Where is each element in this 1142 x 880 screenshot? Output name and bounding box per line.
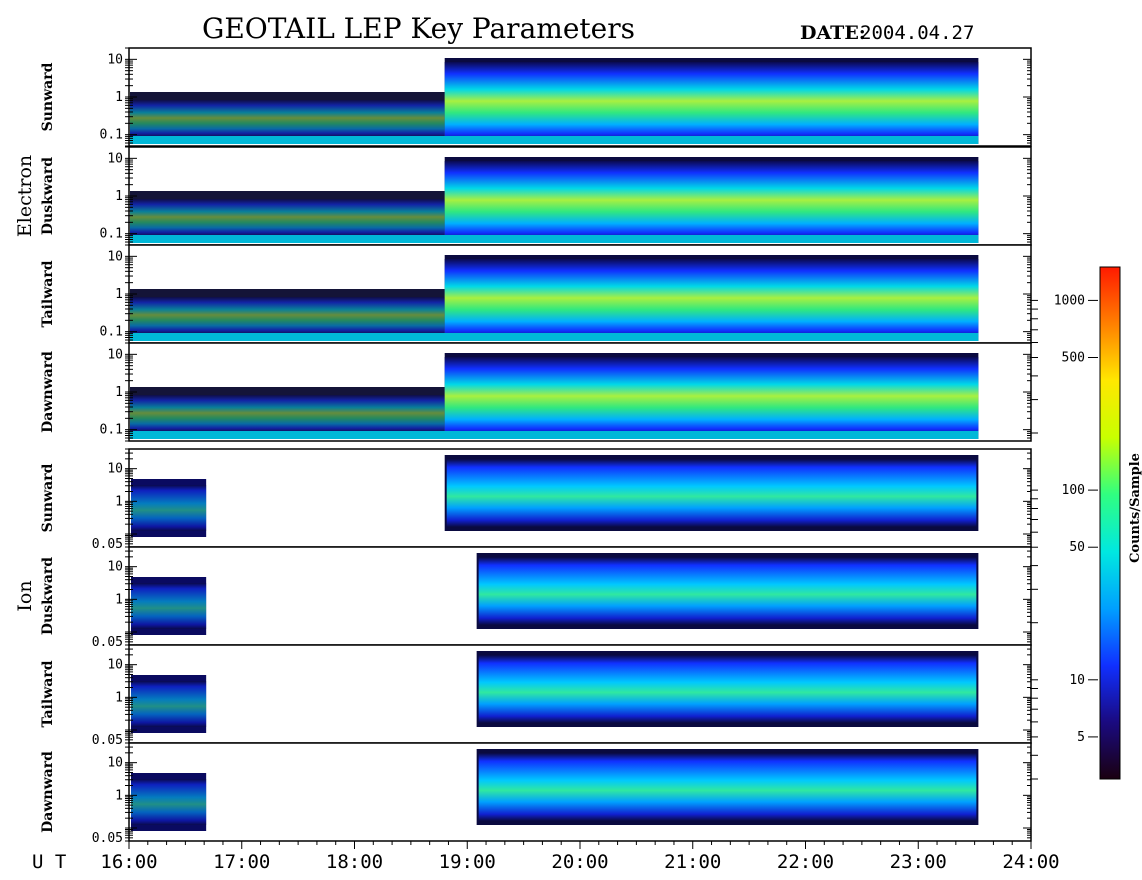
panel-electron-tailward: 10 1 0.1 Tailward — [40, 244, 1032, 344]
ytick-label: 0.05 — [92, 733, 123, 748]
colorbar: Counts/Sample 1000 500 100 50 10 5 — [1030, 266, 1142, 780]
panel-direction-label: Tailward — [40, 260, 56, 327]
ytick-label: 10 — [107, 462, 123, 477]
spectrogram-panels: 10 1 0.1 Sunward 10 1 0.1 Duskward 10 1 0.1 Tailwar… — [40, 47, 1032, 846]
ytick-label: 0.05 — [92, 537, 123, 552]
panel-electron-sunward: 10 1 0.1 Sunward — [40, 47, 1032, 147]
panel-ion-tailward: 10 1 0.05 Tailward — [40, 644, 1032, 748]
ytick-label: 0.1 — [100, 325, 123, 340]
ytick-label: 10 — [107, 560, 123, 575]
ion-group-label: Ion — [14, 580, 36, 611]
ytick-label: 0.05 — [92, 831, 123, 846]
ytick-label: 1 — [115, 385, 123, 400]
panel-direction-label: Duskward — [40, 157, 56, 235]
xtick-label: 22:00 — [777, 851, 834, 873]
colorbar-tick-label: 5 — [1077, 730, 1085, 745]
date-value: 2004.04.27 — [860, 22, 974, 44]
ytick-label: 1 — [115, 189, 123, 204]
panel-direction-label: Sunward — [40, 463, 56, 532]
ytick-label: 1 — [115, 690, 123, 705]
colorbar-scale — [1099, 266, 1121, 780]
ytick-label: 1 — [115, 90, 123, 105]
panel-ion-dawnward: 10 1 0.05 Dawnward — [40, 742, 1032, 846]
panel-electron-dawnward: 10 1 0.1 Dawnward — [40, 342, 1032, 442]
colorbar-tick-label: 10 — [1069, 673, 1085, 688]
xtick-label: 19:00 — [439, 851, 496, 873]
electron-group-label: Electron — [14, 155, 36, 237]
xtick-label: 16:00 — [100, 851, 157, 873]
xtick-label: 17:00 — [213, 851, 270, 873]
ytick-label: 10 — [107, 658, 123, 673]
figure-title: GEOTAIL LEP Key Parameters — [202, 12, 635, 45]
ytick-label: 1 — [115, 788, 123, 803]
ytick-label: 0.1 — [100, 128, 123, 143]
ytick-label: 10 — [107, 52, 123, 67]
panel-direction-label: Dawnward — [40, 751, 56, 833]
xtick-label: 18:00 — [326, 851, 383, 873]
panel-ion-duskward: 10 1 0.05 Duskward — [40, 546, 1032, 650]
panel-ion-sunward: 10 1 0.05 Sunward — [40, 448, 1032, 552]
xtick-label: 23:00 — [890, 851, 947, 873]
colorbar-tick-label: 100 — [1062, 483, 1085, 498]
xtick-label: 21:00 — [664, 851, 721, 873]
panel-electron-duskward: 10 1 0.1 Duskward — [40, 146, 1032, 246]
colorbar-tick-label: 50 — [1069, 540, 1085, 555]
panel-direction-label: Duskward — [40, 557, 56, 635]
panel-direction-label: Tailward — [40, 660, 56, 727]
colorbar-tick-label: 500 — [1062, 351, 1085, 366]
ytick-label: 10 — [107, 347, 123, 362]
ytick-label: 10 — [107, 756, 123, 771]
ytick-label: 1 — [115, 494, 123, 509]
panel-direction-label: Sunward — [40, 62, 56, 131]
time-axis: 16:00 17:00 18:00 19:00 20:00 21:00 22:00 23:00… — [32, 841, 1060, 873]
date-label: DATE: — [800, 22, 866, 44]
ytick-label: 0.1 — [100, 423, 123, 438]
ytick-label: 0.05 — [92, 635, 123, 650]
colorbar-tick-label: 1000 — [1054, 293, 1085, 308]
panel-direction-label: Dawnward — [40, 351, 56, 433]
ytick-label: 10 — [107, 249, 123, 264]
ytick-label: 1 — [115, 592, 123, 607]
xtick-label: 24:00 — [1002, 851, 1059, 873]
ytick-label: 10 — [107, 151, 123, 166]
xtick-label: 20:00 — [551, 851, 608, 873]
xaxis-label: U T — [32, 851, 66, 873]
colorbar-label: Counts/Sample — [1128, 453, 1142, 563]
ytick-label: 1 — [115, 287, 123, 302]
ytick-label: 0.1 — [100, 227, 123, 242]
